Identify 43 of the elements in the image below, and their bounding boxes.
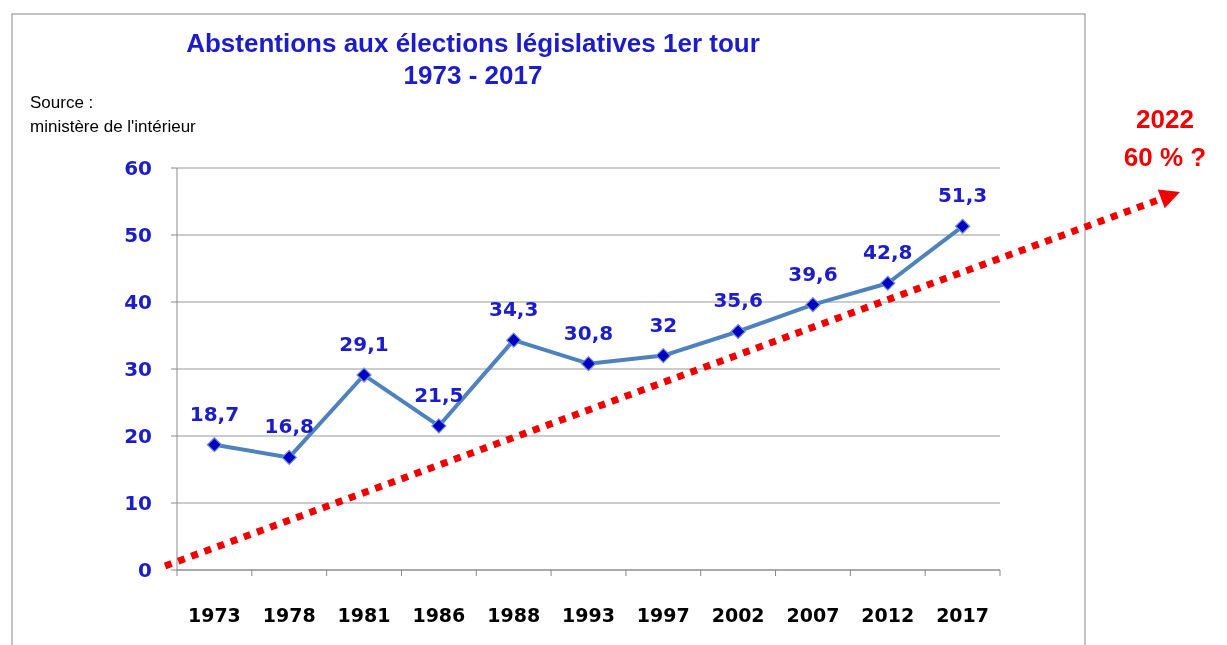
y-tick-label: 60 xyxy=(124,156,152,180)
point xyxy=(580,356,597,372)
x-tick-label: 2017 xyxy=(936,604,990,626)
y-tick-label: 30 xyxy=(124,357,152,381)
x-tick-label: 2012 xyxy=(861,604,915,626)
data-label: 42,8 xyxy=(863,240,913,265)
data-label: 29,1 xyxy=(339,332,389,357)
point xyxy=(655,348,671,364)
point xyxy=(356,367,372,383)
point xyxy=(880,275,896,291)
y-tick-label: 50 xyxy=(124,223,152,247)
point xyxy=(431,418,447,434)
y-tick-label: 40 xyxy=(124,290,152,314)
data-label: 32 xyxy=(649,312,678,337)
source-note: Source : ministère de l'intérieur xyxy=(30,93,197,136)
data-label: 35,6 xyxy=(713,288,763,313)
x-tick-label: 1986 xyxy=(412,604,466,626)
y-tick-label: 0 xyxy=(138,558,152,582)
x-tick-label: 1978 xyxy=(262,604,316,626)
data-label: 16,8 xyxy=(264,414,314,439)
x-tick-label: 2002 xyxy=(711,604,765,626)
point xyxy=(281,449,297,466)
x-tick-label: 1993 xyxy=(562,604,615,626)
point xyxy=(805,297,821,313)
x-tick-label: 1988 xyxy=(487,604,541,626)
data-label: 18,7 xyxy=(189,401,240,426)
chart-title: Abstentions aux élections législatives 1er tour 1973 - 2017 xyxy=(186,28,760,90)
y-tick-label: 20 xyxy=(124,424,152,448)
point xyxy=(730,323,746,340)
x-tick-label: 2007 xyxy=(786,604,840,626)
data-label: 39,6 xyxy=(788,261,838,286)
data-label: 21,5 xyxy=(414,382,464,407)
data-label: 51,3 xyxy=(937,183,988,208)
x-tick-label: 1997 xyxy=(636,604,690,626)
point xyxy=(206,437,223,453)
point xyxy=(506,332,522,348)
data-label: 30,8 xyxy=(563,320,614,345)
point xyxy=(954,218,971,234)
x-tick-label: 1973 xyxy=(187,604,241,626)
y-tick-label: 10 xyxy=(124,491,152,515)
x-tick-label: 1981 xyxy=(337,604,391,626)
text: 2022 60 % ? xyxy=(1123,104,1207,172)
data-label: 34,3 xyxy=(489,297,539,322)
